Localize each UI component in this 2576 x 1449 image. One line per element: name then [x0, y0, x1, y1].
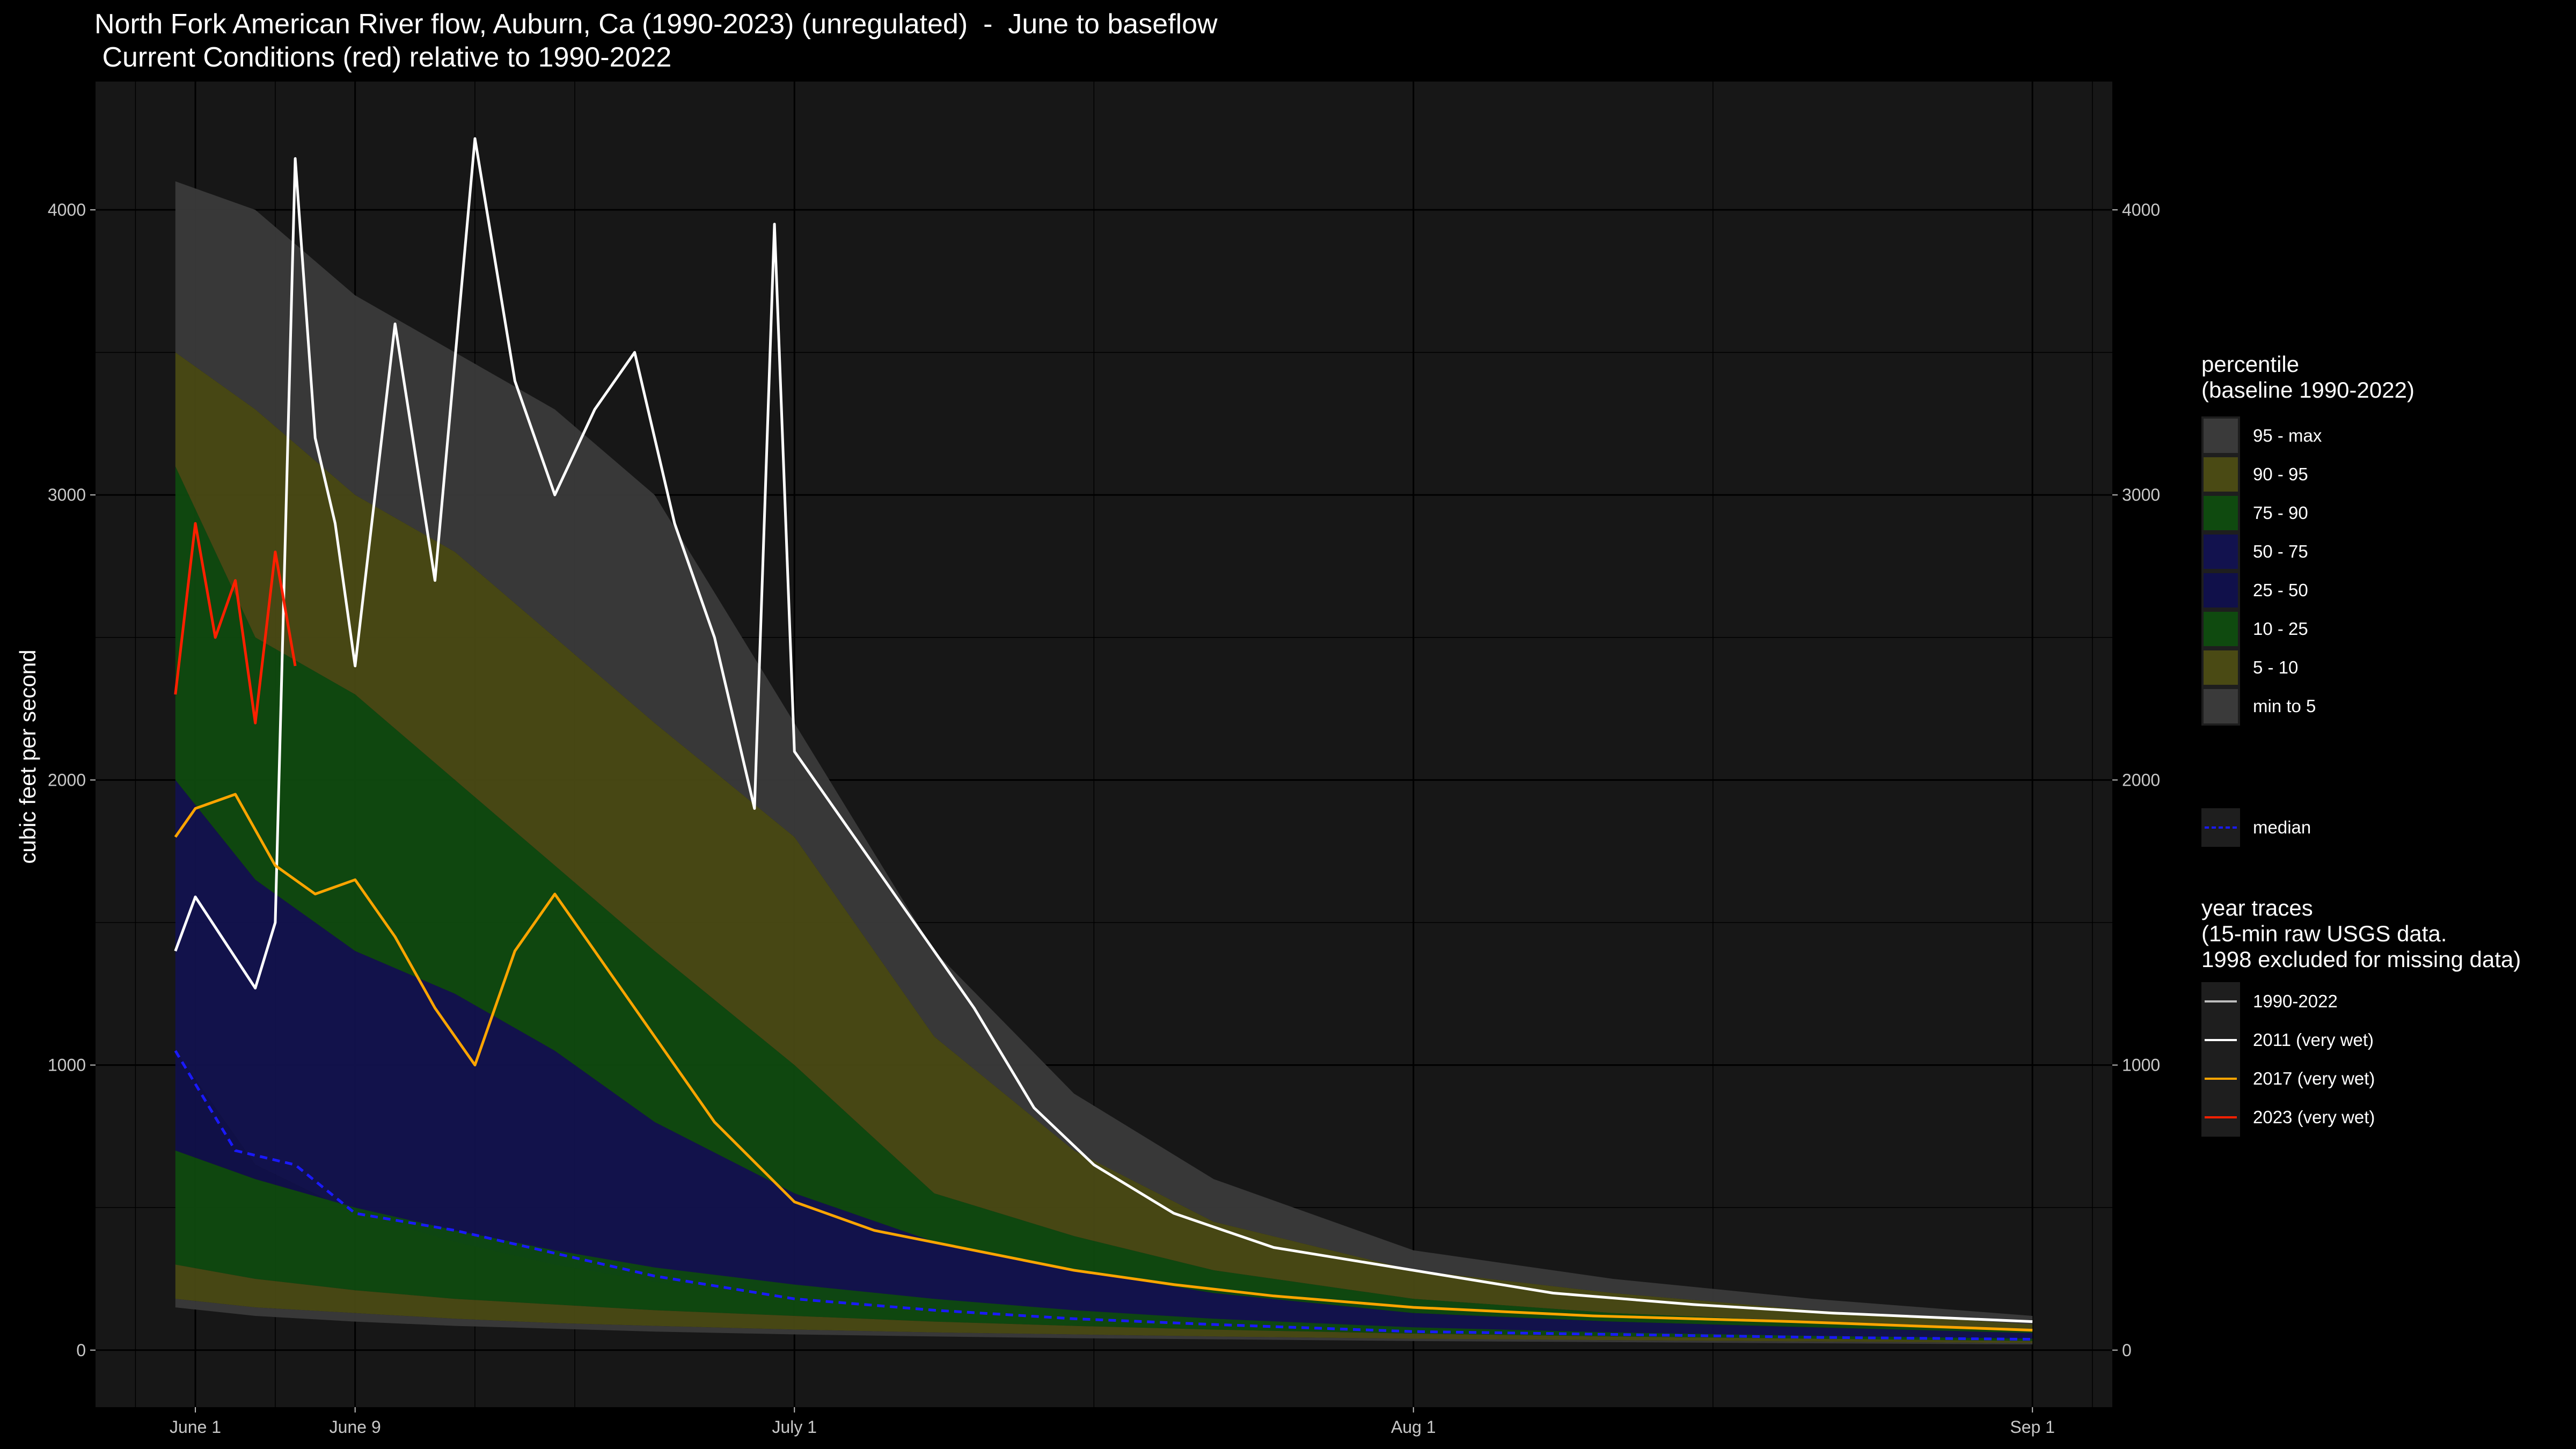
- trace-legend-item: 2011 (very wet): [2201, 1021, 2566, 1059]
- trace-legend-item: 2017 (very wet): [2201, 1059, 2566, 1098]
- series-line-median: [174, 1050, 2033, 1341]
- trace-legend-key: [2201, 982, 2240, 1021]
- percentile-legend-key: [2201, 494, 2240, 532]
- percentile-legend-key: [2201, 687, 2240, 726]
- median-legend-key: [2201, 808, 2240, 847]
- y-tick-label-right: 2000: [2122, 770, 2160, 789]
- trace-line-icon: [2205, 1116, 2237, 1118]
- percentile-swatch-icon: [2204, 419, 2238, 453]
- band-10-25: [175, 1150, 2033, 1341]
- median-dash-icon: [2205, 826, 2237, 829]
- median-legend-label: median: [2253, 817, 2311, 837]
- x-tick-label: July 1: [772, 1417, 817, 1437]
- x-tick-label: Sep 1: [2010, 1417, 2055, 1437]
- percentile-legend-item: 25 - 50: [2201, 571, 2566, 610]
- y-tick-label-right: 0: [2122, 1341, 2132, 1360]
- x-tick-label: June 9: [330, 1417, 381, 1437]
- y-tick-label-left: 0: [76, 1341, 86, 1360]
- year-traces: [174, 137, 2033, 1341]
- percentile-legend-key: [2201, 610, 2240, 648]
- trace-line-icon: [2205, 1000, 2237, 1002]
- percentile-legend-key: [2201, 532, 2240, 571]
- trace-legend-key: [2201, 1021, 2240, 1059]
- trace-legend-item: 2023 (very wet): [2201, 1098, 2566, 1137]
- percentile-legend-key: [2201, 648, 2240, 687]
- band-min-5: [175, 1299, 2033, 1345]
- percentile-swatch-icon: [2204, 689, 2238, 723]
- percentile-legend-item: min to 5: [2201, 687, 2566, 726]
- percentile-legend-label: 5 - 10: [2253, 657, 2299, 677]
- trace-line-icon: [2205, 1078, 2237, 1080]
- percentile-legend-title: percentile (baseline 1990-2022): [2201, 352, 2414, 402]
- series-line-2017-very-wet: [174, 793, 2033, 1332]
- band-90-95: [175, 352, 2033, 1330]
- series-line-2011-very-wet: [174, 137, 2033, 1323]
- percentile-legend-item: 90 - 95: [2201, 455, 2566, 494]
- band-75-90: [175, 466, 2033, 1333]
- percentile-legend-item: 5 - 10: [2201, 648, 2566, 687]
- trace-line-icon: [2205, 1039, 2237, 1041]
- percentile-legend-key: [2201, 571, 2240, 610]
- x-tick-label: June 1: [170, 1417, 221, 1437]
- y-tick-label-left: 2000: [48, 770, 86, 789]
- percentile-swatch-icon: [2204, 535, 2238, 569]
- trace-legend-key: [2201, 1059, 2240, 1098]
- band-5-10: [175, 1264, 2033, 1343]
- percentile-legend-label: 10 - 25: [2253, 619, 2308, 639]
- percentile-legend-label: 25 - 50: [2253, 580, 2308, 600]
- percentile-legend-label: 90 - 95: [2253, 464, 2308, 484]
- percentile-legend-item: 75 - 90: [2201, 494, 2566, 532]
- y-tick-label-right: 4000: [2122, 200, 2160, 219]
- chart-title-block: North Fork American River flow, Auburn, …: [94, 8, 1218, 74]
- percentile-legend-key: [2201, 416, 2240, 455]
- percentile-swatch-icon: [2204, 612, 2238, 646]
- trace-legend-label: 2011 (very wet): [2253, 1030, 2374, 1050]
- percentile-legend-key: [2201, 455, 2240, 494]
- axis-ticks: 0 0 1000 1000 2000 2000 3000 3000 4000 4000 June 1…: [48, 200, 2160, 1437]
- trace-legend-label: 2017 (very wet): [2253, 1069, 2375, 1088]
- trace-legend-label: 1990-2022: [2253, 991, 2338, 1011]
- percentile-legend-label: min to 5: [2253, 696, 2316, 716]
- percentile-legend-label: 75 - 90: [2253, 503, 2308, 523]
- trace-legend-item: 1990-2022: [2201, 982, 2566, 1021]
- percentile-legend-item: 50 - 75: [2201, 532, 2566, 571]
- percentile-swatch-icon: [2204, 457, 2238, 492]
- x-tick-label: Aug 1: [1391, 1417, 1436, 1437]
- y-tick-label-left: 1000: [48, 1056, 86, 1075]
- chart-subtitle: Current Conditions (red) relative to 199…: [94, 42, 672, 73]
- trace-legend-label: 2023 (very wet): [2253, 1107, 2375, 1127]
- percentile-swatch-icon: [2204, 573, 2238, 608]
- traces-legend-title: year traces (15-min raw USGS data. 1998 …: [2201, 895, 2521, 972]
- percentile-swatch-icon: [2204, 650, 2238, 685]
- y-tick-label-right: 3000: [2122, 485, 2160, 504]
- band-50-75: [175, 780, 2033, 1340]
- percentile-legend-label: 50 - 75: [2253, 541, 2308, 561]
- y-tick-label-left: 4000: [48, 200, 86, 219]
- series-line-2023-very-wet: [174, 522, 297, 724]
- percentile-bands: [175, 181, 2033, 1345]
- y-tick-label-right: 1000: [2122, 1056, 2160, 1075]
- percentile-legend-item: 95 - max: [2201, 416, 2566, 455]
- chart-title: North Fork American River flow, Auburn, …: [94, 9, 1218, 40]
- y-tick-label-left: 3000: [48, 485, 86, 504]
- percentile-swatch-icon: [2204, 496, 2238, 530]
- percentile-legend-item: 10 - 25: [2201, 610, 2566, 648]
- trace-legend-key: [2201, 1098, 2240, 1137]
- y-axis-label: cubic feet per second: [15, 649, 40, 864]
- median-legend-item: median: [2201, 808, 2566, 847]
- percentile-legend-label: 95 - max: [2253, 426, 2322, 445]
